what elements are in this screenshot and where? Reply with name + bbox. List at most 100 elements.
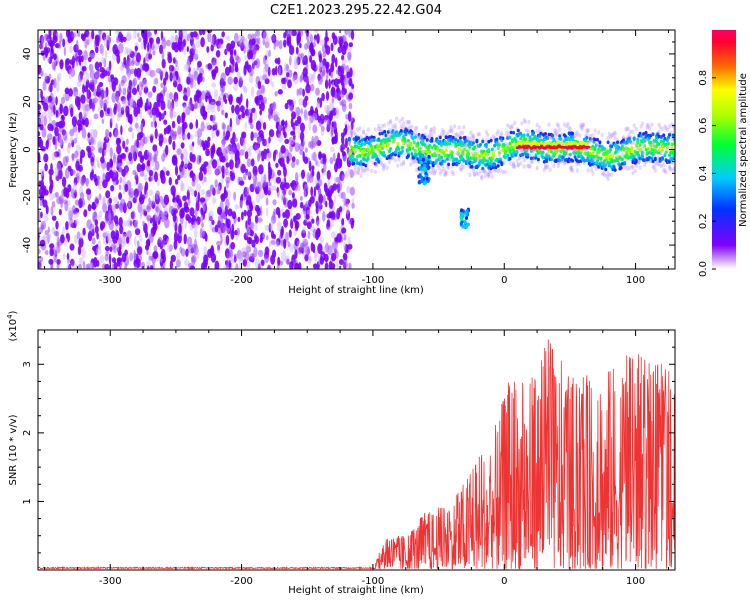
noise-cell — [131, 87, 138, 96]
noise-cell — [311, 165, 315, 171]
noise-cell — [87, 263, 91, 269]
noise-cell — [234, 104, 240, 116]
signal-cell — [360, 142, 364, 146]
noise-cell — [275, 162, 279, 168]
noise-cell — [132, 79, 136, 89]
noise-cell — [38, 104, 41, 110]
noise-cell — [133, 236, 137, 247]
noise-cell — [167, 51, 172, 60]
signal-halo-cell — [650, 122, 654, 128]
noise-cell — [139, 155, 144, 164]
noise-cell — [77, 49, 83, 56]
noise-cell — [262, 231, 266, 239]
noise-cell — [149, 200, 155, 206]
noise-cell — [38, 131, 41, 137]
signal-cell — [460, 143, 464, 148]
signal-halo-cell — [469, 130, 473, 135]
signal-halo-cell — [399, 124, 403, 129]
noise-cell — [311, 135, 315, 145]
noise-cell — [130, 60, 135, 66]
noise-cell — [233, 137, 238, 143]
noise-cell — [173, 44, 179, 53]
noise-cell — [290, 161, 296, 168]
noise-cell — [147, 107, 152, 115]
noise-cell — [308, 199, 312, 208]
signal-cell — [430, 145, 434, 150]
noise-cell — [254, 215, 259, 224]
noise-cell — [266, 265, 271, 269]
noise-cell — [243, 174, 247, 181]
noise-cell — [264, 41, 270, 49]
noise-cell — [306, 221, 312, 230]
noise-cell — [57, 133, 62, 143]
signal-cell — [447, 154, 451, 158]
signal-cell — [541, 150, 545, 155]
noise-cell — [251, 86, 255, 97]
noise-cell — [168, 176, 172, 186]
noise-cell — [170, 129, 175, 138]
noise-cell — [171, 155, 178, 166]
signal-cell — [379, 141, 383, 146]
signal-cell — [671, 133, 675, 137]
noise-cell — [127, 73, 131, 81]
noise-cell — [286, 155, 290, 165]
noise-cell — [343, 155, 347, 162]
noise-cell — [314, 178, 319, 186]
noise-cell — [120, 125, 123, 136]
noise-cell — [217, 165, 222, 175]
noise-cell — [214, 179, 218, 188]
noise-cell — [283, 218, 288, 228]
noise-cell — [325, 91, 330, 101]
noise-cell — [273, 42, 276, 50]
noise-cell — [324, 79, 329, 90]
noise-cell — [179, 208, 185, 219]
signal-cell — [661, 156, 664, 160]
noise-cell — [154, 128, 158, 140]
signal-halo-cell — [489, 170, 493, 175]
noise-cell — [251, 38, 256, 46]
signal-cell — [495, 137, 499, 142]
noise-cell — [313, 30, 319, 34]
noise-cell — [330, 146, 335, 153]
noise-cell — [230, 229, 235, 240]
noise-cell — [132, 101, 137, 108]
noise-cell — [311, 218, 315, 224]
noise-cell — [134, 45, 138, 52]
noise-cell — [144, 230, 149, 239]
noise-cell — [120, 79, 125, 87]
noise-cell — [201, 189, 205, 195]
signal-cell — [405, 149, 409, 153]
noise-cell — [62, 156, 68, 167]
noise-cell — [105, 141, 111, 153]
noise-cell — [162, 166, 167, 172]
signal-cell — [611, 154, 615, 159]
noise-cell — [99, 43, 104, 55]
signal-cell — [475, 139, 479, 144]
noise-cell — [55, 82, 60, 93]
signal-cell — [377, 160, 381, 164]
noise-cell — [264, 224, 269, 232]
noise-cell — [154, 211, 160, 218]
noise-cell — [100, 57, 106, 64]
noise-cell — [283, 62, 287, 72]
noise-cell — [73, 137, 78, 144]
noise-cell — [49, 82, 53, 93]
noise-cell — [303, 156, 309, 164]
noise-cell — [331, 252, 337, 262]
noise-cell — [65, 58, 71, 66]
signal-halo-cell — [513, 120, 517, 126]
signal-halo-cell — [468, 172, 472, 177]
signal-halo-cell — [500, 130, 504, 136]
noise-cell — [313, 251, 319, 258]
spectrogram-x-tick-label: 100 — [626, 275, 645, 286]
signal-cell — [354, 158, 358, 162]
noise-cell — [50, 124, 54, 132]
noise-cell — [229, 117, 233, 128]
signal-cell — [351, 154, 355, 158]
noise-cell — [81, 55, 84, 63]
noise-cell — [180, 142, 185, 149]
noise-cell — [140, 83, 144, 91]
noise-cell — [269, 240, 272, 248]
noise-cell — [315, 229, 320, 241]
noise-cell — [198, 171, 204, 182]
